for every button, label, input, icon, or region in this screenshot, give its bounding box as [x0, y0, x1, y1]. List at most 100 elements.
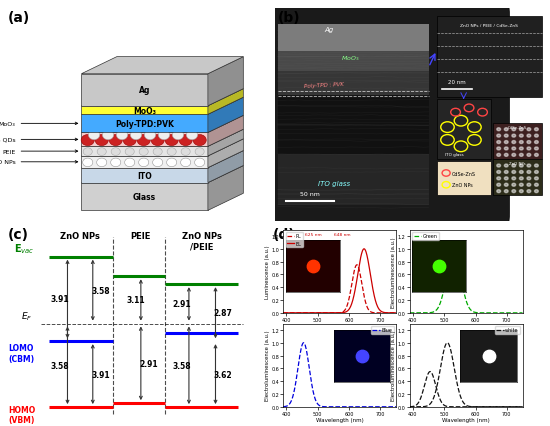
Circle shape	[152, 159, 163, 167]
Text: 3.58: 3.58	[172, 361, 191, 370]
Text: HOMO
(VBM): HOMO (VBM)	[8, 405, 35, 424]
Circle shape	[497, 164, 501, 167]
Text: LOMO
(CBM): LOMO (CBM)	[8, 343, 34, 363]
Circle shape	[139, 159, 148, 167]
Line: Blue: Blue	[283, 343, 396, 407]
Text: 625 nm: 625 nm	[305, 233, 322, 237]
Circle shape	[512, 135, 516, 138]
Y-axis label: Luminescence (a.u.): Luminescence (a.u.)	[265, 245, 270, 298]
Circle shape	[504, 154, 508, 157]
Text: 3.91: 3.91	[51, 295, 69, 304]
white	[406, 404, 413, 409]
Circle shape	[497, 171, 501, 174]
Circle shape	[535, 154, 538, 157]
Circle shape	[195, 159, 205, 167]
Circle shape	[512, 147, 516, 151]
Circle shape	[527, 178, 531, 181]
Y-axis label: Electroluminescence (a.u.): Electroluminescence (a.u.)	[265, 330, 270, 400]
Text: ZnO NPs: ZnO NPs	[452, 183, 472, 188]
Text: Ag: Ag	[324, 27, 333, 33]
Line: EL: EL	[283, 249, 396, 313]
EL	[324, 311, 331, 316]
Text: ZnO NPs: ZnO NPs	[60, 232, 100, 241]
Circle shape	[504, 190, 508, 193]
Polygon shape	[208, 166, 243, 211]
Circle shape	[151, 135, 164, 146]
Text: ZnO NPs: ZnO NPs	[0, 160, 78, 165]
X-axis label: Wavelength (nm): Wavelength (nm)	[316, 417, 364, 422]
Circle shape	[504, 184, 508, 187]
Bar	[437, 162, 491, 196]
Polygon shape	[208, 116, 243, 147]
Circle shape	[102, 131, 114, 140]
PL	[361, 297, 368, 302]
Circle shape	[512, 184, 516, 187]
Text: E$_{vac}$: E$_{vac}$	[14, 242, 35, 255]
Circle shape	[535, 184, 538, 187]
Circle shape	[193, 135, 206, 146]
Text: PEIE: PEIE	[2, 149, 78, 154]
PL	[324, 311, 331, 316]
Circle shape	[179, 135, 192, 146]
Circle shape	[527, 164, 531, 167]
Circle shape	[95, 135, 108, 146]
Bar	[278, 25, 428, 52]
Circle shape	[519, 135, 523, 138]
Circle shape	[535, 171, 538, 174]
PL	[280, 311, 287, 316]
Circle shape	[81, 135, 94, 146]
Green	[489, 311, 496, 316]
Circle shape	[497, 147, 501, 151]
Circle shape	[125, 159, 135, 167]
X-axis label: Wavelength (nm): Wavelength (nm)	[316, 324, 364, 328]
Blue	[317, 403, 323, 409]
Circle shape	[504, 147, 508, 151]
Circle shape	[167, 148, 176, 156]
Text: (d): (d)	[272, 228, 295, 242]
Text: (b): (b)	[278, 11, 300, 25]
Text: 3.62: 3.62	[214, 370, 233, 379]
Circle shape	[535, 147, 538, 151]
Circle shape	[535, 164, 538, 167]
Circle shape	[139, 148, 148, 156]
Circle shape	[130, 131, 141, 140]
Text: 3.91: 3.91	[91, 370, 109, 379]
Y-axis label: Electroluminescence (a.u.): Electroluminescence (a.u.)	[392, 236, 397, 307]
Green	[450, 247, 457, 252]
EL	[351, 292, 358, 297]
EL	[280, 311, 287, 316]
Polygon shape	[208, 98, 243, 133]
white	[443, 404, 450, 409]
Green	[443, 273, 450, 278]
Circle shape	[527, 190, 531, 193]
white	[420, 387, 427, 392]
PL	[351, 269, 358, 274]
Circle shape	[153, 148, 162, 156]
Polygon shape	[208, 58, 243, 106]
Circle shape	[519, 190, 523, 193]
Blue	[325, 404, 332, 409]
EL	[361, 247, 367, 252]
Blue	[362, 404, 369, 409]
white	[427, 369, 433, 374]
Circle shape	[111, 148, 120, 156]
Polygon shape	[208, 89, 243, 115]
Circle shape	[527, 129, 531, 132]
Text: 2.91: 2.91	[139, 359, 158, 368]
Line: Green: Green	[410, 249, 522, 313]
Circle shape	[527, 147, 531, 151]
Circle shape	[512, 141, 516, 144]
Circle shape	[195, 148, 204, 156]
Circle shape	[82, 159, 93, 167]
Circle shape	[167, 159, 177, 167]
Polygon shape	[81, 106, 208, 115]
Text: ZnO NPs
/PEIE: ZnO NPs /PEIE	[182, 232, 222, 251]
Polygon shape	[81, 98, 243, 115]
Polygon shape	[81, 115, 208, 133]
Polygon shape	[81, 58, 243, 75]
Blue	[351, 404, 358, 409]
Polygon shape	[81, 151, 243, 168]
Polygon shape	[81, 140, 243, 157]
Circle shape	[125, 148, 134, 156]
Green	[420, 311, 427, 316]
